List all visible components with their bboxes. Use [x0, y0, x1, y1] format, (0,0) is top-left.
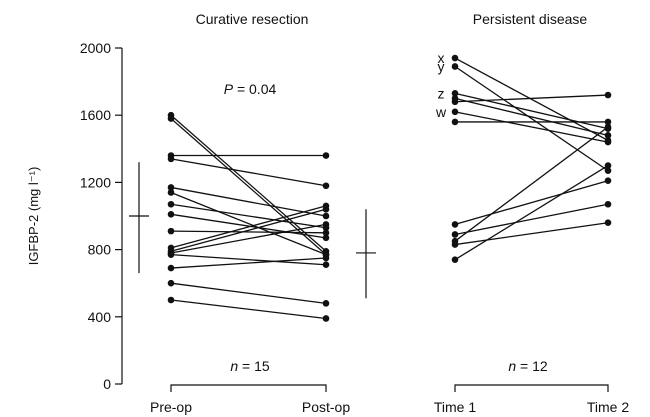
n-curative-annotation: n = 15: [230, 358, 270, 374]
series-line-p1-14: [170, 257, 327, 269]
series-line-p2-6: [454, 111, 609, 143]
data-point-p2-8-a: [451, 221, 459, 228]
series-line-p2-12: [454, 165, 609, 261]
data-point-p1-16-b: [322, 315, 330, 322]
series-line-p1-5: [170, 186, 327, 217]
n-persistent-text: = 12: [516, 358, 548, 374]
data-point-p2-3-a: [451, 90, 459, 97]
x-tick-label-pre-op: Pre-op: [150, 399, 192, 415]
series-label-z: z: [438, 85, 445, 101]
y-tick-label-2000: 2000: [80, 40, 111, 56]
series-line-p2-4: [454, 97, 609, 136]
data-point-p2-7-a: [451, 118, 459, 126]
y-tick-label-1600: 1600: [80, 107, 111, 123]
data-point-p1-7-a: [167, 200, 175, 208]
series-line-p1-16: [170, 299, 327, 320]
data-point-p2-6-a: [451, 108, 459, 116]
y-axis-label: IGFBP-2 (mg l⁻¹): [26, 167, 41, 266]
series-line-p1-13: [170, 253, 327, 266]
series-label-w: w: [435, 104, 447, 120]
data-point-p2-2-a: [451, 63, 459, 70]
data-point-p1-5-b: [322, 212, 330, 220]
n-curative-label: n: [230, 358, 238, 374]
series-line-p1-9: [170, 230, 327, 234]
series-line-p2-10: [454, 126, 609, 242]
panel-title-persistent: Persistent disease: [473, 11, 588, 27]
data-point-p1-4-b: [322, 182, 330, 190]
data-point-p2-8-b: [604, 177, 612, 185]
data-point-p1-4-a: [167, 155, 175, 163]
series-label-x: x: [438, 50, 445, 66]
data-point-p2-11-a: [451, 241, 459, 248]
series-line-p1-6: [170, 191, 327, 256]
series-line-p1-7: [170, 203, 327, 229]
data-point-p2-9-b: [604, 200, 612, 208]
data-point-p1-8-b: [322, 234, 330, 242]
data-point-p1-8-a: [167, 211, 175, 218]
series-line-p1-10: [170, 205, 327, 249]
data-point-p2-11-b: [604, 219, 612, 227]
series-line-p1-8: [170, 213, 327, 239]
data-point-p2-12-a: [451, 256, 459, 263]
data-point-p1-16-a: [167, 296, 175, 304]
series-line-p1-15: [170, 282, 327, 305]
series-line-p2-3: [454, 92, 609, 130]
data-point-p1-13-a: [167, 251, 175, 258]
data-point-p2-12-b: [604, 162, 612, 169]
x-axis-bracket-panel-1: [170, 384, 327, 392]
n-persistent-annotation: n = 12: [508, 358, 548, 374]
axes-layer: [115, 47, 609, 392]
y-tick-label-1200: 1200: [80, 174, 111, 190]
data-point-p2-6-b: [604, 138, 612, 146]
y-tick-label-800: 800: [88, 242, 112, 258]
panel-title-curative: Curative resection: [196, 11, 309, 27]
data-point-p2-10-b: [604, 123, 612, 131]
data-point-p1-15-b: [322, 300, 330, 307]
x-tick-label-time-2: Time 2: [587, 399, 629, 415]
series-line-p1-12: [170, 223, 327, 254]
data-point-p1-14-b: [322, 254, 330, 262]
series-line-p2-2: [454, 65, 609, 172]
data-point-p1-12-b: [322, 221, 330, 228]
series-line-p2-11: [454, 222, 609, 246]
series-line-p2-8: [454, 180, 609, 226]
data-point-p1-9-b: [322, 229, 330, 237]
series-line-p2-5: [454, 94, 609, 103]
data-point-p2-1-a: [451, 54, 459, 62]
x-tick-label-post-op: Post-op: [302, 399, 350, 415]
data-point-p1-11-b: [322, 205, 330, 213]
series-line-p1-4: [170, 158, 327, 187]
series-line-p2-1: [454, 57, 609, 141]
data-point-p1-9-a: [167, 227, 175, 235]
data-point-p2-5-b: [604, 91, 612, 99]
y-tick-label-0: 0: [103, 376, 111, 392]
series-line-p2-9: [454, 203, 609, 236]
n-persistent-label: n: [508, 358, 516, 374]
data-point-p2-2-b: [604, 167, 612, 174]
x-tick-label-time-1: Time 1: [434, 399, 476, 415]
data-point-p1-6-a: [167, 189, 175, 196]
x-axis-bracket-panel-2: [454, 384, 609, 392]
p-value-annotation: P = 0.04: [224, 81, 277, 97]
data-point-p1-5-a: [167, 184, 175, 191]
data-marks-layer: [129, 54, 612, 322]
text-layer: Curative resection Persistent disease IG…: [26, 11, 629, 415]
data-point-p2-4-b: [604, 132, 612, 139]
data-point-p1-2-a: [167, 115, 175, 122]
data-point-p2-5-a: [451, 98, 459, 106]
data-point-p1-13-b: [322, 261, 330, 269]
n-curative-text: = 15: [238, 358, 270, 374]
p-value-text: = 0.04: [233, 81, 276, 97]
data-point-p1-15-a: [167, 279, 175, 287]
data-point-p2-7-b: [604, 118, 612, 126]
series-label-y: y: [438, 58, 445, 74]
data-point-p2-9-a: [451, 231, 459, 238]
series-line-p1-11: [170, 208, 327, 252]
y-tick-label-400: 400: [88, 309, 112, 325]
data-point-p1-3-b: [322, 152, 330, 159]
p-value-label: P: [224, 81, 234, 97]
data-point-p1-14-a: [167, 264, 175, 272]
